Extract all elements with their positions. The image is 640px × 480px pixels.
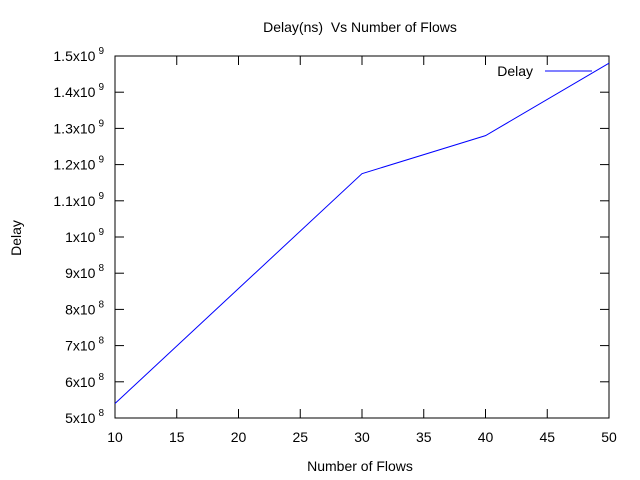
x-tick-label: 40 xyxy=(478,429,494,445)
x-tick-label: 15 xyxy=(169,429,185,445)
x-tick-label: 20 xyxy=(231,429,247,445)
y-tick-label: 1.2x10 9 xyxy=(53,155,104,173)
series-group xyxy=(114,62,610,404)
x-tick-label: 25 xyxy=(292,429,308,445)
legend-label-delay: Delay xyxy=(497,63,533,79)
y-tick-label: 7x10 8 xyxy=(65,336,104,354)
y-tick-label: 1x10 9 xyxy=(65,227,104,245)
x-tick-label: 35 xyxy=(416,429,432,445)
y-tick-label: 9x10 8 xyxy=(65,263,104,281)
x-axis-label: Number of Flows xyxy=(307,458,413,474)
x-tick-label: 50 xyxy=(601,429,617,445)
chart-title: Delay(ns) Vs Number of Flows xyxy=(263,19,457,35)
y-tick-label: 6x10 8 xyxy=(65,372,104,390)
axis-ticks: 10 15 20 25 30 35 40 45 50 5x10 8 6x10 8 7x10 8 8x10 8 9x… xyxy=(53,46,617,445)
y-tick-label: 1.1x10 9 xyxy=(53,191,104,209)
x-tick-label: 45 xyxy=(539,429,555,445)
series-line-delay xyxy=(114,62,610,404)
x-tick-label: 30 xyxy=(354,429,370,445)
y-tick-label: 8x10 8 xyxy=(65,299,104,317)
y-tick-label: 1.5x10 9 xyxy=(53,46,104,64)
x-tick-label: 10 xyxy=(107,429,123,445)
y-tick-label: 1.3x10 9 xyxy=(53,118,104,136)
y-tick-label: 5x10 8 xyxy=(65,408,104,426)
y-axis-label: Delay xyxy=(8,220,24,256)
legend: Delay xyxy=(497,63,592,79)
plot-frame xyxy=(114,55,610,419)
y-tick-label: 1.4x10 9 xyxy=(53,82,104,100)
